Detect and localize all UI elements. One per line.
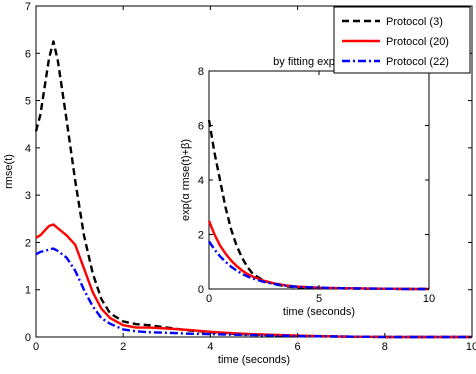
inset-y-tick-label: 2 (198, 230, 204, 242)
legend-label-3: Protocol (22) (386, 56, 449, 68)
inset-y-tick-label: 6 (198, 121, 204, 133)
inset-y-tick-label: 8 (198, 66, 204, 78)
main-y-tick-label: 1 (25, 285, 31, 297)
main-y-tick-label: 0 (25, 332, 31, 344)
main-y-tick-label: 6 (25, 48, 31, 60)
legend-label-2: Protocol (20) (386, 36, 449, 48)
main-x-tick-label: 10 (466, 341, 476, 353)
inset-x-tick-label: 5 (316, 293, 322, 305)
legend-label-1: Protocol (3) (386, 16, 443, 28)
main-x-tick-label: 8 (382, 341, 388, 353)
main-x-tick-label: 6 (295, 341, 301, 353)
inset-x-tick-label: 0 (206, 293, 212, 305)
inset-x-axis-label: time (seconds) (283, 306, 355, 318)
inset-x-tick-label: 10 (423, 293, 435, 305)
inset-y-axis-label: exp(α rmse(t)+β) (180, 139, 192, 221)
main-x-tick-label: 0 (33, 341, 39, 353)
main-y-axis-label: rmse(t) (3, 154, 15, 189)
inset-y-tick-label: 4 (198, 175, 204, 187)
main-x-tick-label: 2 (120, 341, 126, 353)
inset-axes-frame (209, 71, 429, 289)
main-y-tick-label: 7 (25, 1, 31, 13)
main-x-axis-label: time (seconds) (218, 354, 290, 366)
main-y-tick-label: 2 (25, 237, 31, 249)
main-y-tick-label: 4 (25, 143, 31, 155)
main-y-tick-label: 5 (25, 96, 31, 108)
legend: Protocol (3) Protocol (20) Protocol (22) (334, 7, 470, 73)
inset-y-tick-label: 0 (198, 284, 204, 296)
main-x-tick-label: 4 (207, 341, 213, 353)
main-y-tick-label: 3 (25, 190, 31, 202)
